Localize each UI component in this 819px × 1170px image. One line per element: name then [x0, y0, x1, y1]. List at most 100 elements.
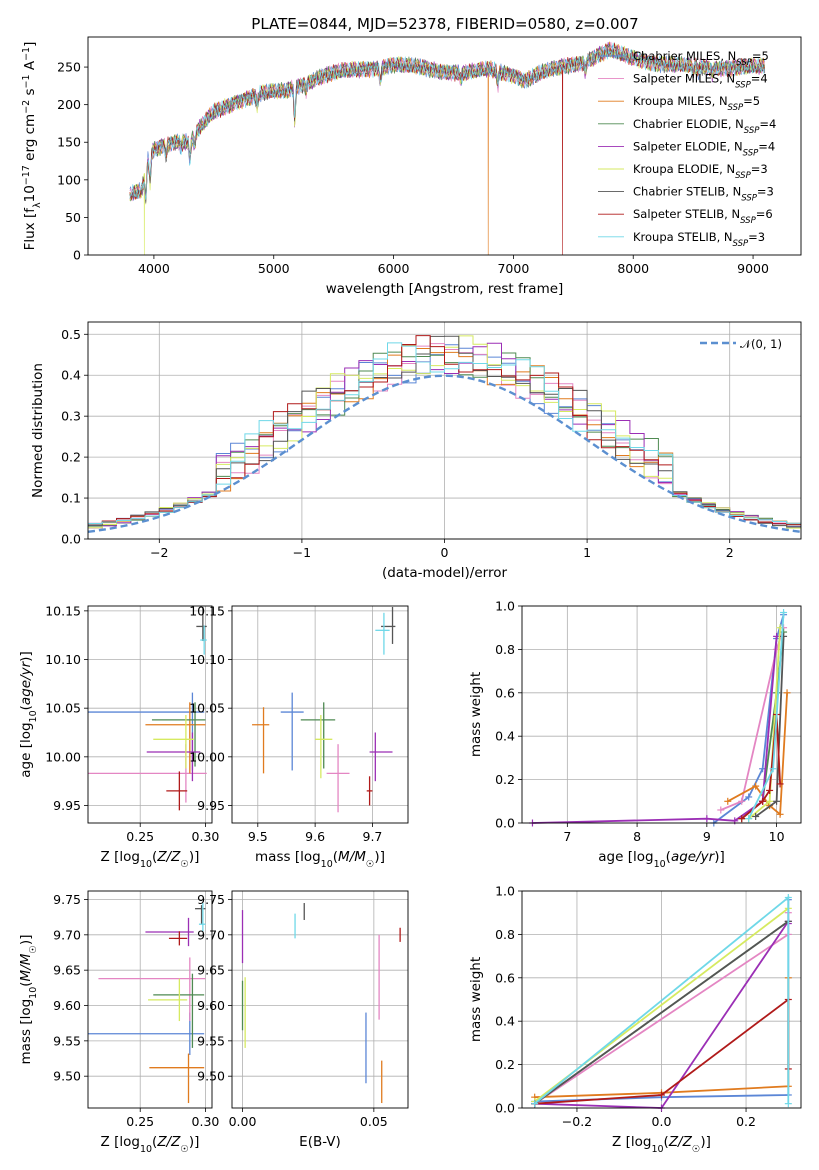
y-tick-label: 0.8 — [495, 642, 515, 657]
legend-label: Chabrier STELIB, NSSP=3 — [633, 185, 774, 204]
label-part: mass weight — [468, 672, 484, 757]
label-part: λ — [32, 202, 43, 208]
legend-label: Salpeter STELIB, NSSP=6 — [633, 207, 773, 226]
mass_vs_Z-axes: 0.25 0.309.509.559.609.659.709.75Z [log10… — [18, 890, 219, 1155]
label-part: ( — [666, 849, 671, 865]
legend-name: Salpeter MILES, N — [633, 72, 735, 86]
y-axis-label: mass weight — [468, 957, 484, 1042]
axes-frame — [87, 36, 802, 256]
x-axis-label: age [log10(age/yr)] — [598, 849, 724, 870]
legend-count: =3 — [757, 185, 774, 199]
normal-curve — [87, 374, 802, 533]
histogram-step — [88, 342, 801, 524]
mass_vs_EBV-axes: 0.00 0.05 9.50 9.55 9.60 9.65 9.70 9.75 E(B-V) — [197, 890, 409, 1150]
legend-label: Kroupa STELIB, NSSP=3 — [633, 230, 765, 249]
legend-sub: SSP — [744, 126, 760, 136]
label-part: age/yr — [18, 660, 34, 705]
x-tick-label: 8000 — [617, 261, 649, 276]
clip-group — [88, 606, 207, 811]
label-part: E(B-V) — [299, 1134, 341, 1150]
x-tick-label: 6000 — [378, 261, 410, 276]
y-tick-label: 0 — [73, 248, 81, 263]
y-tick-label: 9.75 — [197, 892, 225, 907]
legend-name: Kroupa ELODIE, N — [633, 162, 735, 176]
label-part: −1 — [21, 74, 32, 88]
legend-label: Salpeter MILES, NSSP=4 — [633, 72, 768, 91]
label-part: 10 — [654, 859, 666, 870]
x-tick-label: 0.25 — [126, 829, 154, 844]
x-tick-label: 0.00 — [229, 1114, 257, 1129]
y-tick-label: 9.70 — [53, 927, 81, 942]
y-tick-label: 9.70 — [197, 927, 225, 942]
x-tick-label: 0.25 — [126, 1114, 154, 1129]
y-tick-label: 10.10 — [189, 652, 225, 667]
label-part: (data-model)/error — [382, 565, 508, 581]
label-part: )] — [374, 849, 385, 865]
legend-name: Kroupa STELIB, N — [633, 230, 733, 244]
label-part: Z [log — [101, 849, 140, 865]
x-axis-label: mass [log10(M/M☉)] — [255, 849, 385, 870]
label-part: wavelength [Angstrom, rest frame] — [326, 281, 564, 297]
label-part: )] — [700, 1134, 711, 1150]
age_vs_mass-axes: 9.5 9.6 9.7 9.95 10.00 10.05 10.10 10.15 mass [l… — [189, 603, 409, 870]
y-tick-label: 9.50 — [53, 1069, 81, 1084]
axes-frame — [87, 605, 213, 824]
y-axis-label: mass weight — [468, 672, 484, 757]
x-axis-label: Z [log10(Z/Z☉)] — [101, 1134, 200, 1155]
label-part: erg cm — [22, 114, 38, 165]
y-axis-label: mass [log10(M/M☉)] — [18, 935, 39, 1065]
legend-count: =3 — [748, 230, 765, 244]
label-part: ( — [664, 1134, 669, 1150]
legend-name: Chabrier STELIB, N — [633, 185, 741, 199]
label-part: 10 — [28, 987, 39, 999]
legend-label: Kroupa ELODIE, NSSP=3 — [633, 162, 768, 181]
y-tick-label: 10.10 — [45, 652, 81, 667]
label-part: ( — [333, 849, 338, 865]
y-tick-label: 10.00 — [45, 749, 81, 764]
legend-label: Kroupa MILES, NSSP=5 — [633, 94, 760, 113]
legend-name: Salpeter STELIB, N — [633, 207, 740, 221]
x-tick-label: 2 — [726, 545, 734, 560]
legend-sub: SSP — [733, 239, 749, 249]
y-tick-label: 0.4 — [61, 368, 81, 383]
x-tick-label: 0.0 — [652, 1114, 672, 1129]
legend-sub: SSP — [735, 171, 751, 181]
label-part: ] — [22, 42, 38, 47]
x-tick-label: 7 — [563, 829, 571, 844]
legend-sub: SSP — [728, 103, 744, 113]
x-tick-label: 8 — [633, 829, 641, 844]
x-tick-label: 9.7 — [363, 829, 383, 844]
y-axis-label: age [log10(age/yr)] — [18, 651, 39, 777]
label-part: Z/Z — [668, 1134, 693, 1150]
y-tick-label: 0.2 — [61, 450, 81, 465]
x-tick-label: −2 — [150, 545, 168, 560]
label-part: Z [log — [612, 1134, 651, 1150]
figure-title: PLATE=0844, MJD=52378, FIBERID=0580, z=0… — [251, 15, 638, 33]
x-tick-label: −1 — [293, 545, 311, 560]
y-tick-label: 0.1 — [61, 491, 81, 506]
residuals-axes: −2 −1 0 1 2 0.0 0.1 0.2 0.3 0.4 0.5 𝒩(0, 1) (data-mo… — [30, 321, 802, 581]
clip-group — [88, 903, 206, 1104]
label-part: )] — [189, 849, 200, 865]
legend-count: =4 — [759, 117, 776, 131]
label-part: M/M — [18, 953, 34, 981]
clip-group — [252, 606, 396, 813]
legend-name: Salpeter ELODIE, N — [633, 139, 743, 153]
x-tick-label: 7000 — [497, 261, 529, 276]
label-part: −1 — [21, 47, 32, 61]
legend-count: =3 — [751, 162, 768, 176]
y-tick-label: 250 — [57, 60, 81, 75]
y-tick-label: 0.6 — [495, 685, 515, 700]
x-axis-label: wavelength [Angstrom, rest frame] — [326, 281, 564, 297]
legend-sub: SSP — [735, 81, 751, 91]
y-tick-label: 1.0 — [495, 884, 515, 899]
legend-sub: SSP — [741, 194, 757, 204]
legend-name: Chabrier MILES, N — [633, 49, 736, 63]
x-tick-label: 9000 — [737, 261, 769, 276]
y-axis-label: Normed distribution — [30, 363, 46, 498]
y-tick-label: 10.00 — [189, 749, 225, 764]
y-tick-label: 0.4 — [495, 729, 515, 744]
